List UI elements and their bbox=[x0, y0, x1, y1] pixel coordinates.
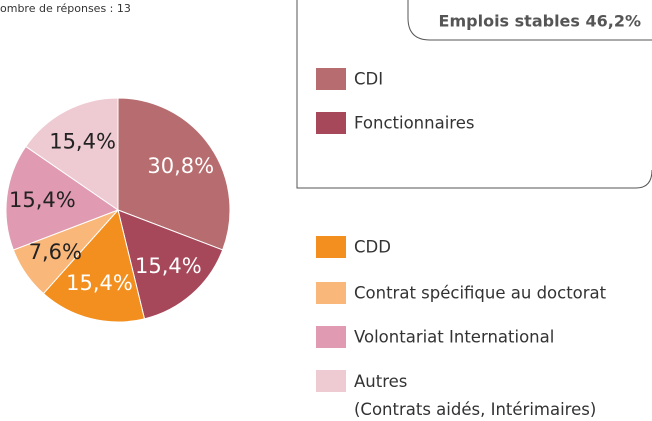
pie-slice bbox=[117, 97, 231, 251]
slice-label: 15,4% bbox=[66, 271, 133, 295]
legend-swatch bbox=[316, 370, 346, 392]
legend-label: Contrat spécifique au doctorat bbox=[354, 284, 607, 303]
legend-swatch bbox=[316, 282, 346, 304]
legend-swatch bbox=[316, 236, 346, 258]
legend-label: Volontariat International bbox=[354, 328, 554, 347]
legend-swatch bbox=[316, 326, 346, 348]
slice-label: 7,6% bbox=[29, 240, 82, 264]
pie-slice bbox=[5, 145, 120, 251]
slice-label: 30,8% bbox=[147, 154, 214, 178]
legend-label: CDI bbox=[354, 70, 383, 89]
legend-label: Autres (Contrats aidés, Intérimaires) bbox=[354, 372, 596, 419]
pie-slice bbox=[25, 97, 119, 211]
legend-swatch bbox=[316, 68, 346, 90]
legend-label: CDD bbox=[354, 238, 391, 257]
slice-label: 15,4% bbox=[49, 130, 116, 154]
legend-label: Fonctionnaires bbox=[354, 114, 474, 133]
slice-label: 15,4% bbox=[9, 188, 76, 212]
annotation: Emplois stables 46,2% bbox=[439, 12, 641, 31]
legend-swatch bbox=[316, 112, 346, 134]
pie-slice bbox=[42, 208, 146, 323]
slice-label: 15,4% bbox=[135, 254, 202, 278]
subtitle: ombre de réponses : 13 bbox=[0, 2, 131, 15]
pie-slice bbox=[117, 209, 224, 320]
annotation-frame bbox=[407, 0, 652, 41]
